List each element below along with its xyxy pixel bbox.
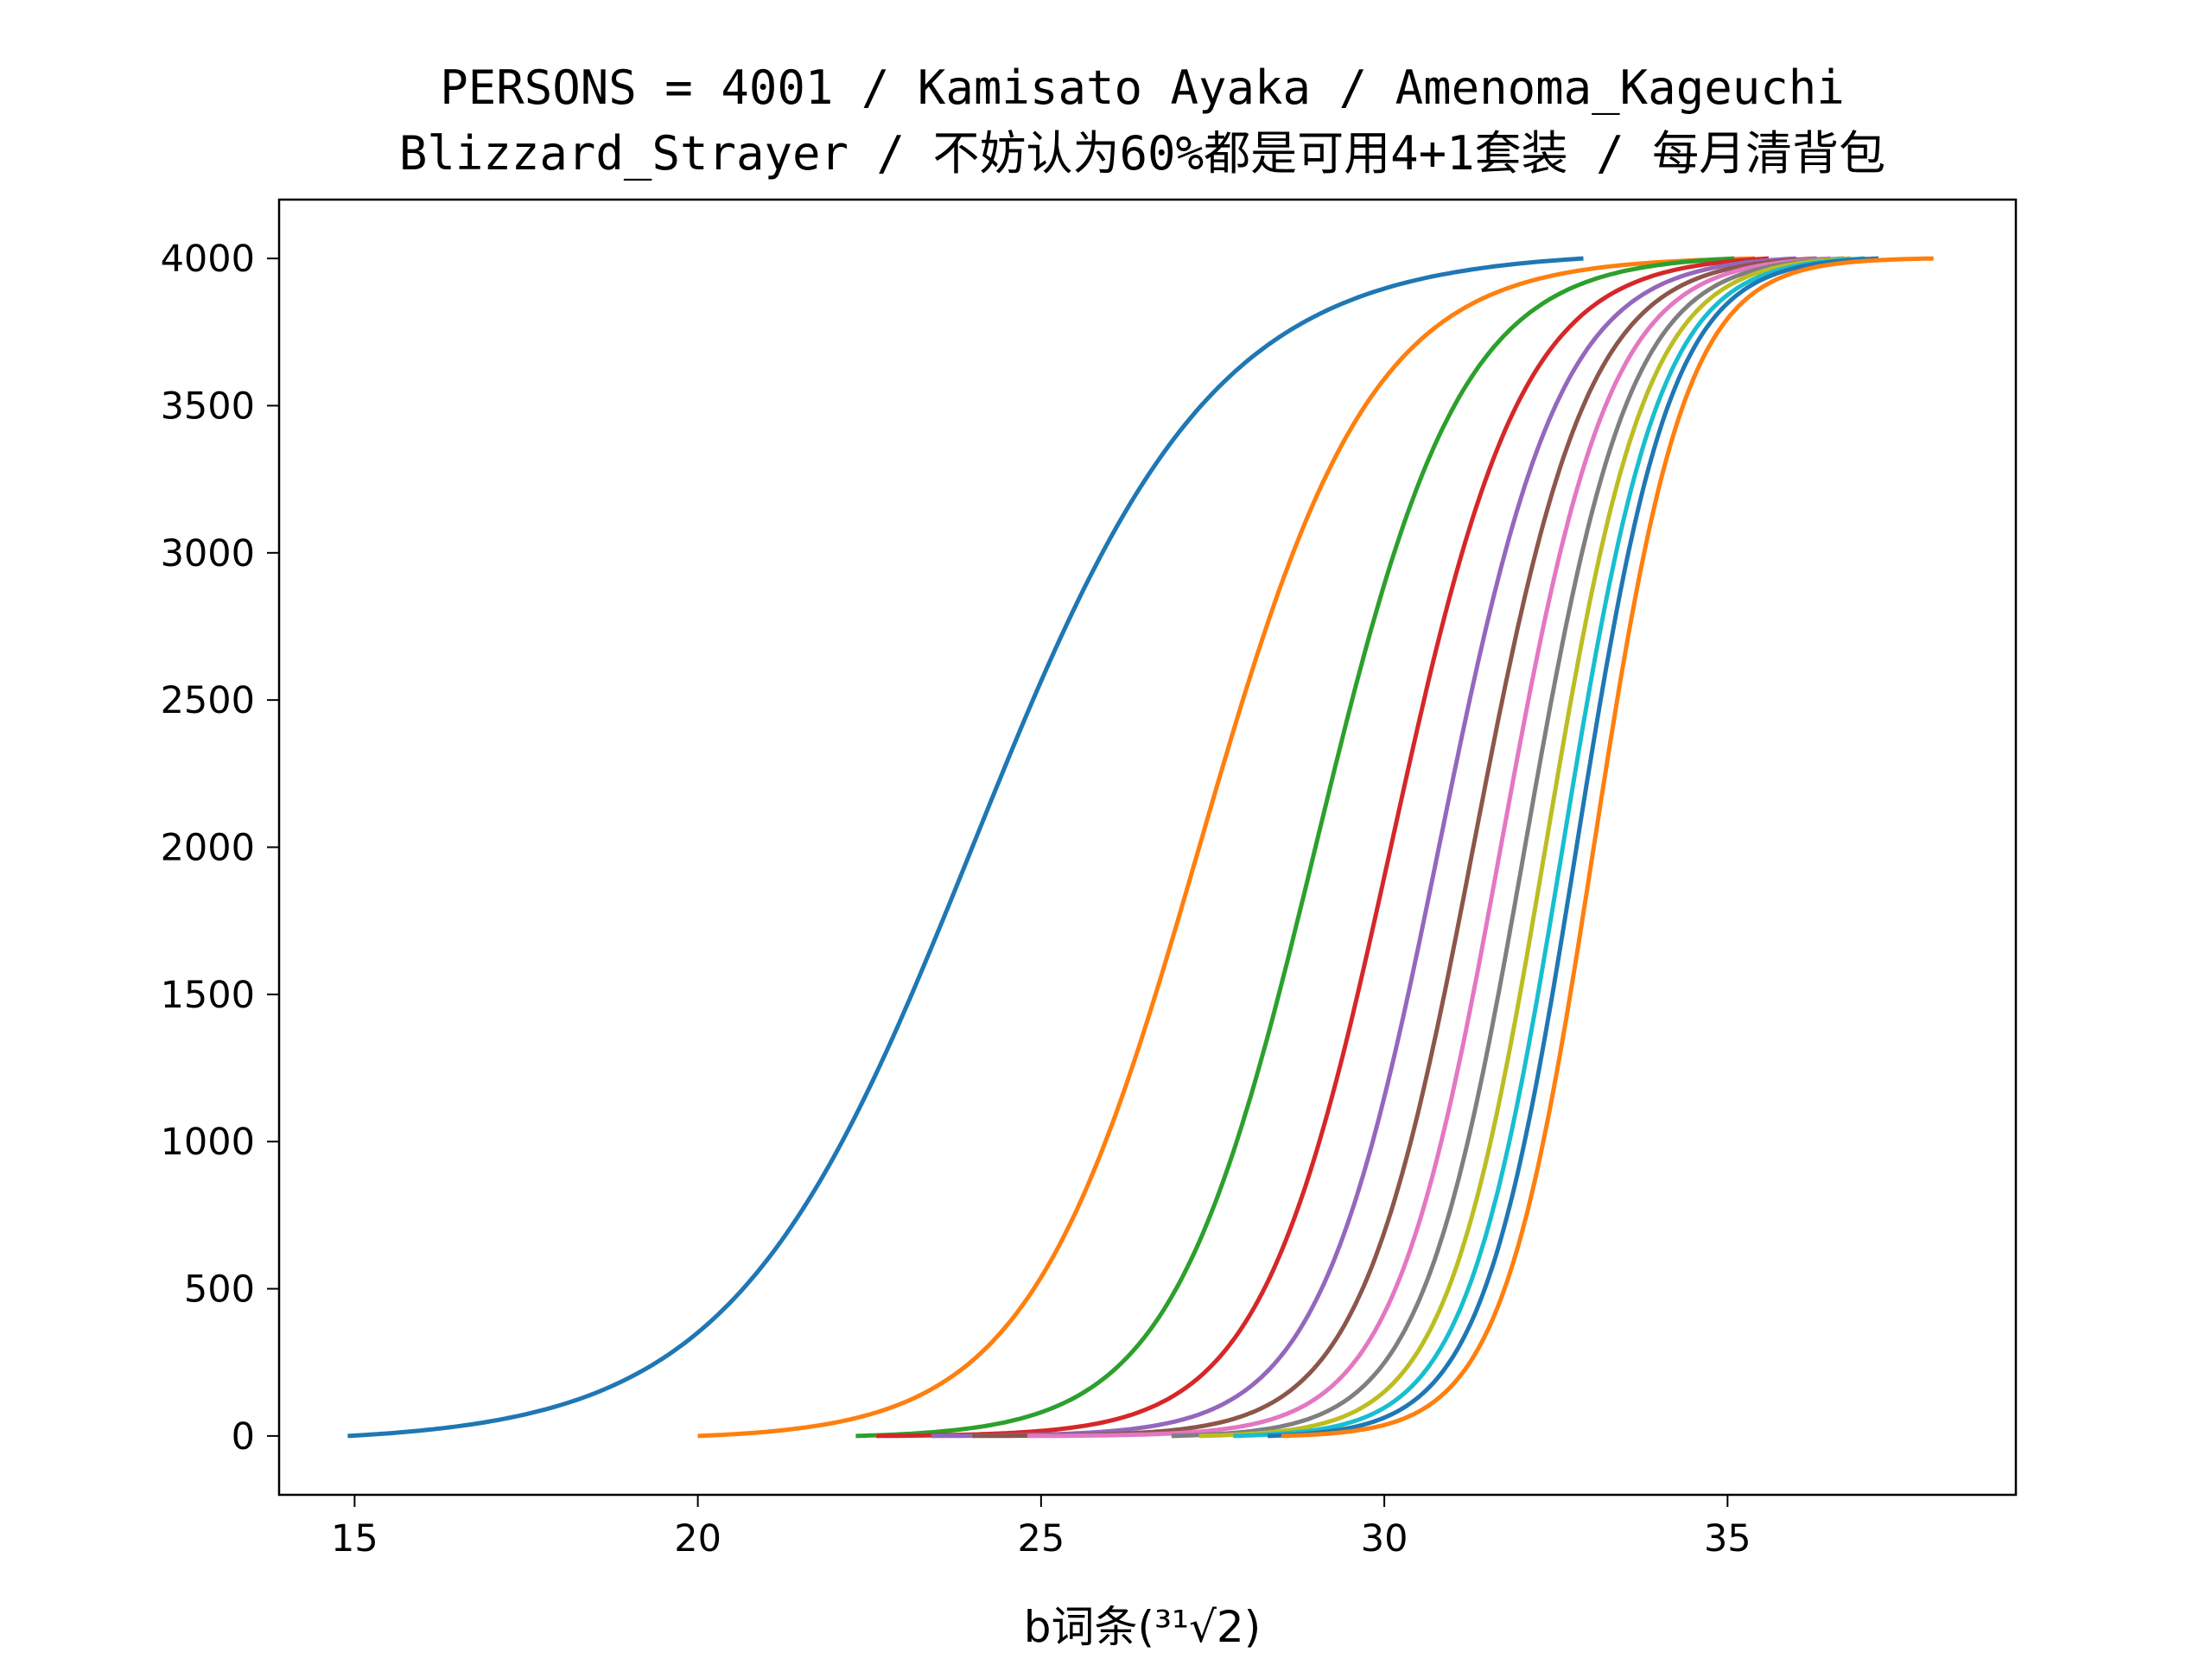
x-axis-label: b词条(³¹√2)	[1024, 1602, 1262, 1652]
y-axis: 0 500 1000 1500 2000 2500 3000 3500 4000	[161, 238, 279, 1459]
series-line-6	[972, 256, 1817, 1439]
series-line-7	[1027, 256, 1831, 1439]
series-line-4	[876, 256, 1770, 1439]
y-tick-label: 3000	[161, 532, 255, 575]
x-tick-label: 30	[1361, 1517, 1408, 1560]
y-tick-label: 2000	[161, 827, 255, 870]
series-line-10	[1233, 256, 1866, 1439]
x-tick-label: 15	[331, 1517, 378, 1560]
x-axis: 15 20 25 30 35	[331, 1495, 1751, 1560]
y-tick-label: 1500	[161, 974, 255, 1017]
y-tick-label: 500	[184, 1268, 255, 1312]
series-line-5	[931, 256, 1796, 1439]
plot-frame	[277, 198, 2018, 1497]
series-line-2	[697, 256, 1756, 1439]
y-tick-label: 1000	[161, 1121, 255, 1164]
series-line-11	[1267, 256, 1879, 1439]
series-line-1	[347, 256, 1584, 1439]
series-line-12	[1281, 256, 1934, 1439]
x-tick-label: 20	[674, 1517, 721, 1560]
series-line-9	[1198, 256, 1852, 1439]
y-tick-label: 2500	[161, 679, 255, 722]
series-line-3	[855, 256, 1735, 1439]
y-tick-label: 4000	[161, 238, 255, 281]
x-tick-label: 35	[1704, 1517, 1751, 1560]
y-tick-label: 0	[232, 1415, 255, 1459]
plot-lines	[347, 256, 1934, 1439]
chart-title-line-1: PERSONS = 4001 / Kamisato Ayaka / Amenom…	[440, 60, 1845, 115]
y-tick-label: 3500	[161, 385, 255, 428]
chart-title-line-2: Blizzard_Strayer / 不妨认为60%都是可用4+1套装 / 每月…	[399, 126, 1885, 181]
series-line-8	[1171, 256, 1845, 1439]
x-tick-label: 25	[1017, 1517, 1065, 1560]
